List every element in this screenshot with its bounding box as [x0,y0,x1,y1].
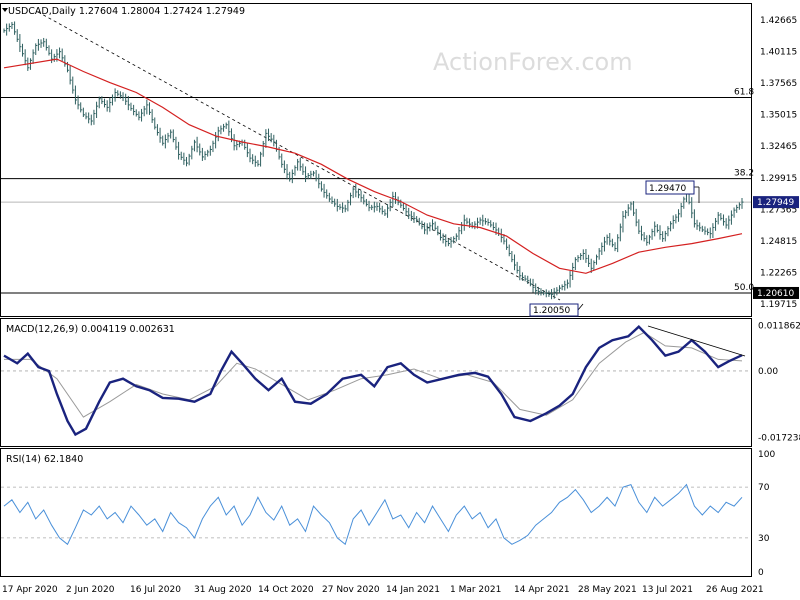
date-tick: 14 Oct 2020 [258,585,314,595]
ohlc-bars [3,21,744,300]
macd-tick: -0.017238 [758,433,800,443]
price-header: USDCAD,Daily 1.27604 1.28004 1.27424 1.2… [8,6,245,17]
date-tick: 2 Jun 2020 [66,585,115,595]
low-callout-line [577,303,584,311]
date-tick: 31 Aug 2020 [194,585,252,595]
price-tick: 1.29915 [760,174,797,184]
price-tick: 1.42665 [760,16,797,26]
date-tick: 17 Apr 2020 [2,585,58,595]
macd-axis: 0.011862 0.00 -0.017238 [758,321,800,443]
support-price-value: 1.20610 [757,289,794,299]
price-tick: 1.37565 [760,79,797,89]
macd-header: MACD(12,26,9) 0.004119 0.002631 [6,324,175,335]
rsi-tick: 70 [758,483,770,493]
price-tick: 1.22265 [760,269,797,279]
price-tick: 1.35015 [760,111,797,121]
rsi-panel [0,448,752,577]
date-tick: 26 Aug 2021 [706,585,764,595]
price-tick: 1.24815 [760,237,797,247]
rsi-line [3,483,743,546]
current-price-marker [753,196,799,209]
macd-line [3,325,743,437]
moving-average-line [3,58,743,274]
macd-trendline [647,325,746,357]
current-price-value: 1.27949 [757,198,794,208]
low-label: 1.20050 [533,306,570,316]
rsi-tick: 30 [758,534,770,544]
rsi-axis: 100 70 30 0 [758,450,775,578]
date-tick: 28 May 2021 [578,585,637,595]
date-tick: 13 Jul 2021 [642,585,693,595]
fib-label-38-2: 38.2 [734,169,754,179]
symbol-dropdown-icon[interactable] [2,8,8,12]
price-tick: 1.32465 [760,142,797,152]
low-label-box [529,303,579,317]
price-axis: 1.42665 1.40115 1.37565 1.35015 1.32465 … [760,16,797,310]
price-panel [0,3,752,317]
high-label-box [645,180,695,195]
date-tick: 27 Nov 2020 [322,585,380,595]
macd-tick: 0.011862 [758,321,800,331]
macd-panel [0,318,752,447]
high-label: 1.29470 [649,184,686,194]
rsi-tick: 100 [758,450,775,460]
date-tick: 14 Apr 2021 [514,585,570,595]
price-tick: 1.19715 [760,300,797,310]
date-axis: 17 Apr 2020 2 Jun 2020 16 Jul 2020 31 Au… [2,585,764,595]
rsi-header: RSI(14) 62.1840 [6,454,83,465]
watermark: ActionForex.com [433,48,633,76]
macd-signal-line [4,331,743,418]
macd-tick: 0.00 [758,367,778,377]
price-tick: 1.40115 [760,48,797,58]
support-price-marker [753,286,799,299]
fib-label-50-0: 50.0 [734,283,754,293]
price-tick: 1.27365 [760,205,797,215]
fib-label-61-8: 61.8 [734,87,754,97]
rsi-tick: 0 [758,568,764,578]
date-tick: 16 Jul 2020 [130,585,181,595]
date-tick: 14 Jan 2021 [386,585,440,595]
date-tick: 1 Mar 2021 [450,585,501,595]
